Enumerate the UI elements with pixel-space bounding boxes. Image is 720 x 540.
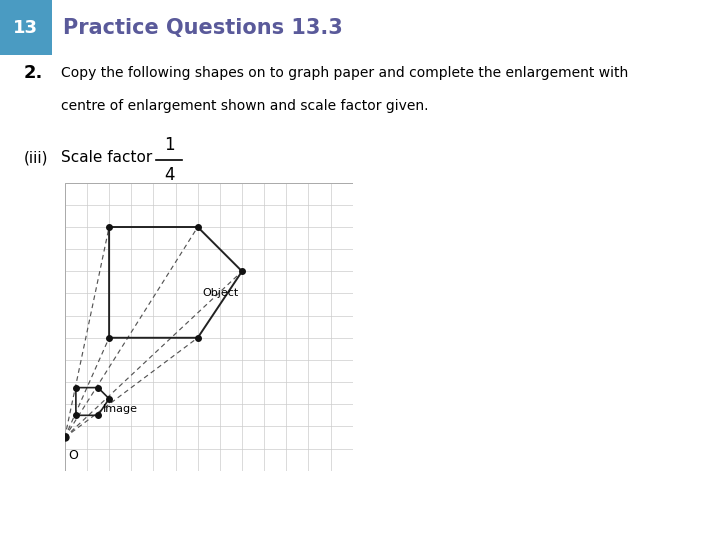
Text: 13: 13 [14, 18, 38, 37]
Text: Scale factor: Scale factor [61, 150, 153, 165]
Text: (iii): (iii) [24, 150, 48, 165]
Text: O: O [68, 449, 78, 462]
Text: 1: 1 [164, 136, 174, 154]
Text: 2.: 2. [24, 64, 43, 82]
Text: Object: Object [202, 288, 238, 299]
Bar [0, 0, 52, 55]
Text: 4: 4 [164, 166, 174, 184]
Text: centre of enlargement shown and scale factor given.: centre of enlargement shown and scale fa… [61, 99, 428, 113]
Text: Image: Image [102, 404, 138, 414]
Text: Practice Questions 13.3: Practice Questions 13.3 [63, 17, 343, 38]
Text: Copy the following shapes on to graph paper and complete the enlargement with: Copy the following shapes on to graph pa… [61, 66, 629, 80]
